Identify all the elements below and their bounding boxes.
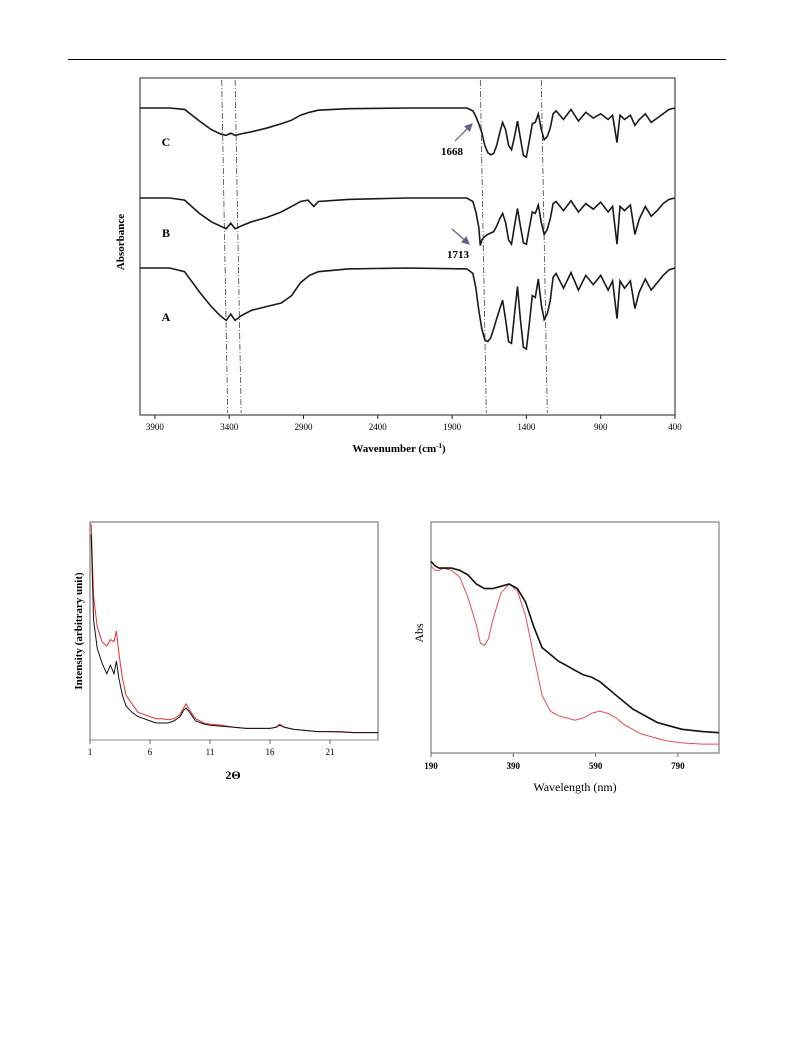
xrd-x-tick-label: 1: [88, 747, 93, 757]
ftir-annotation-arrow-1668: [454, 123, 473, 142]
ftir-y-axis-label: Absorbance: [115, 214, 127, 270]
ftir-reference-lines: [221, 79, 548, 414]
xrd-series-line-2: [90, 534, 378, 734]
uv-x-ticks: 190 390 590 790: [424, 753, 685, 771]
xrd-plot-frame: [89, 521, 379, 741]
uv-x-tick-label: 590: [589, 761, 603, 771]
xrd-chart: 1 6 11 16 21 2Θ Intensity (arbitrary unit): [73, 521, 379, 782]
uv-x-axis-label: Wavelength (nm): [533, 780, 616, 794]
ftir-series-label-a: A: [162, 310, 171, 324]
xrd-series-group: [90, 523, 378, 734]
xrd-x-tick-label: 21: [326, 747, 335, 757]
ftir-x-tick-label: 3400: [220, 422, 239, 432]
ftir-x-tick-label: 2900: [295, 422, 314, 432]
page-header-rule: [68, 59, 726, 60]
xrd-x-tick-label: 11: [206, 747, 215, 757]
ftir-chart: C B A 1668 1713 3900 3400 2900 2400 1900 1400 900…: [115, 77, 682, 455]
uv-plot-frame: [430, 521, 720, 754]
ftir-annotation-arrow-1713: [451, 228, 470, 245]
ftir-series-label-c: C: [162, 135, 171, 149]
ftir-x-tick-label: 1900: [443, 422, 462, 432]
uv-x-tick-label: 190: [424, 761, 438, 771]
ftir-series-c-line: [140, 107, 676, 159]
ftir-x-axis-label: Wavenumber (cm-1): [352, 442, 446, 455]
ftir-x-tick-label: 900: [594, 422, 608, 432]
ftir-reference-line: [479, 79, 487, 414]
ftir-annotations: 1668 1713: [441, 123, 473, 261]
ftir-x-ticks: 3900 3400 2900 2400 1900 1400 900 400: [146, 415, 682, 432]
xrd-x-ticks: 1 6 11 16 21: [88, 740, 335, 757]
ftir-series-b-line: [140, 197, 676, 247]
uv-x-tick-label: 790: [671, 761, 685, 771]
ftir-annotation-1713: 1713: [447, 249, 470, 261]
ftir-plot-frame: [139, 77, 676, 416]
ftir-reference-line: [234, 79, 242, 414]
xrd-series-line-1: [90, 523, 378, 734]
xrd-x-axis-label: 2Θ: [225, 768, 240, 782]
ftir-x-tick-label: 2400: [369, 422, 388, 432]
xrd-y-axis-label: Intensity (arbitrary unit): [73, 572, 85, 690]
uv-y-axis-label: Abs: [412, 623, 426, 643]
ftir-x-tick-label: 1400: [517, 422, 536, 432]
uv-series-line-2: [430, 560, 720, 734]
ftir-series-labels: C B A: [162, 135, 171, 324]
ftir-series-group: [140, 107, 676, 351]
uv-series-line-1: [430, 565, 719, 745]
xrd-x-tick-label: 16: [266, 747, 276, 757]
ftir-series-a-line: [140, 267, 676, 351]
ftir-series-label-b: B: [162, 226, 170, 240]
uv-x-tick-label: 390: [507, 761, 521, 771]
ftir-x-tick-label: 400: [668, 422, 682, 432]
xrd-x-tick-label: 6: [148, 747, 153, 757]
uv-series-group: [430, 560, 720, 745]
uv-chart: 190 390 590 790 Wavelength (nm) Abs: [412, 521, 720, 794]
ftir-x-tick-label: 3900: [146, 422, 165, 432]
ftir-annotation-1668: 1668: [441, 146, 464, 158]
ftir-reference-line: [221, 79, 229, 414]
